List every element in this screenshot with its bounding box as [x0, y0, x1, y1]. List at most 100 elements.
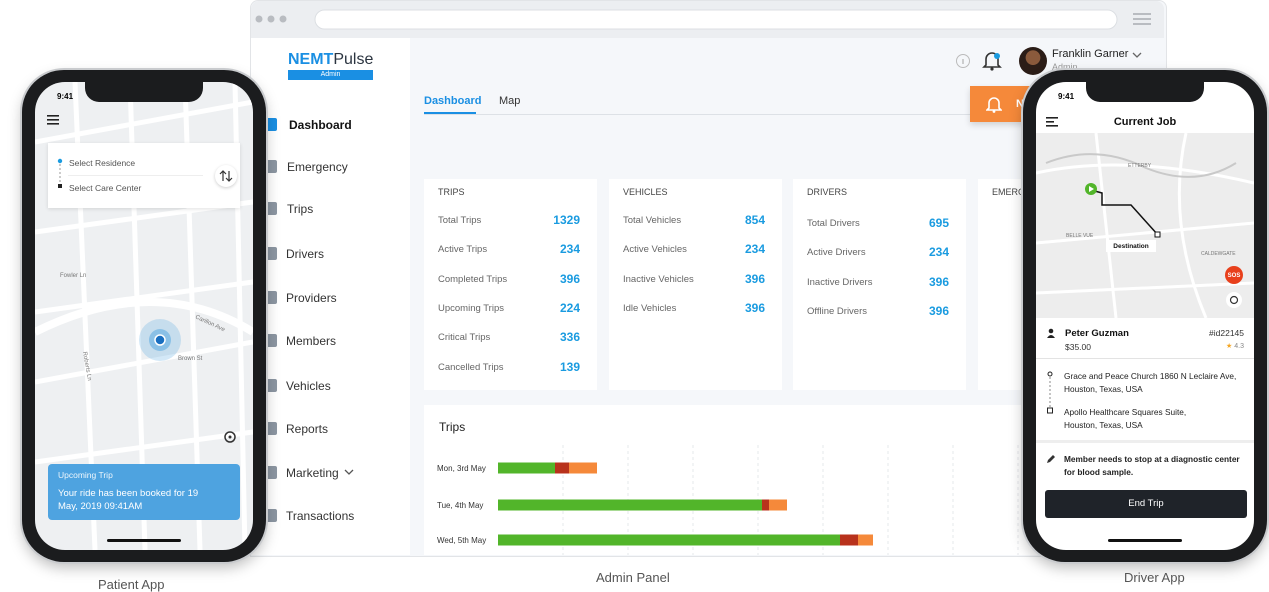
chart-card [424, 405, 1040, 555]
menu-icon [265, 379, 277, 392]
menu-item[interactable]: Reports [286, 422, 329, 436]
fare: $35.00 [1065, 342, 1091, 352]
tab[interactable]: Map [499, 95, 521, 107]
card-title: DRIVERS [807, 187, 848, 197]
destination-label: Destination [1113, 243, 1148, 250]
stat-value: 396 [744, 300, 765, 315]
menu-icon [265, 466, 277, 479]
tab-indicator [424, 112, 476, 114]
menu-icon[interactable] [1046, 116, 1060, 128]
stat-label: Active Vehicles [623, 244, 687, 256]
stat-card: TRIPS Total Trips 1329 Active Trips 234 Compl… [424, 179, 597, 390]
user-name[interactable]: Franklin Garner [1052, 48, 1129, 60]
menu-chevron[interactable] [343, 466, 355, 478]
stat-value: 336 [559, 330, 580, 345]
user-chevron[interactable] [1131, 50, 1143, 60]
route-card: Select Residence Select Care Center [48, 143, 240, 208]
caption: Driver App [1124, 570, 1185, 585]
logo: NEMTPulse [288, 51, 373, 69]
status-time: 9:41 [57, 92, 74, 101]
dropoff-field[interactable]: Select Care Center [69, 183, 142, 193]
bar-segment [769, 499, 787, 511]
menu-item[interactable]: Members [286, 334, 337, 348]
menu-icon [265, 334, 277, 347]
trip-id: #id22145 [1209, 328, 1244, 338]
browser-controls [255, 9, 1151, 30]
notify-button[interactable]: N [970, 86, 1032, 122]
home-indicator [107, 539, 181, 542]
bar-segment [498, 534, 840, 546]
tab[interactable]: Dashboard [424, 95, 482, 107]
route-line [1047, 371, 1053, 414]
menu-icon [265, 291, 277, 304]
stat-value: 695 [928, 216, 949, 230]
home-indicator [1108, 539, 1182, 542]
pickup-address: Grace and Peace Church 1860 N Leclaire A… [1064, 371, 1237, 394]
bar-segment [498, 462, 555, 474]
menu-item[interactable]: Dashboard [289, 118, 352, 132]
rating: ★ 4.3 [1226, 343, 1244, 350]
sidebar [251, 38, 410, 555]
stat-label: Offline Drivers [807, 305, 868, 317]
notify-label[interactable]: N [1016, 98, 1024, 110]
bar-segment [498, 499, 762, 511]
street-label: Brown St [178, 356, 203, 362]
member-name: Peter Guzman [1065, 328, 1129, 339]
header-icons [956, 54, 970, 68]
trip-notice[interactable]: Upcoming Trip Your ride has been booked … [48, 464, 240, 520]
swap-button[interactable] [215, 165, 237, 187]
menu-item[interactable]: Drivers [286, 247, 324, 261]
stat-value: 1329 [553, 213, 580, 227]
menu-icon [265, 422, 277, 435]
menu-icon[interactable] [47, 114, 61, 126]
notice-text: Your ride has been booked for 19 May, 20… [58, 488, 199, 512]
stat-label: Active Drivers [807, 247, 866, 259]
menu-item[interactable]: Trips [287, 202, 314, 216]
stat-label: Active Trips [438, 244, 488, 256]
bell-icon[interactable] [982, 50, 1002, 72]
driver-map: ETTERBY BELLE VUE CALDEWGATE Destination… [1036, 133, 1254, 318]
menu-icon [265, 202, 277, 215]
menu-icon [265, 160, 277, 173]
menu-item[interactable]: Transactions [286, 509, 355, 523]
note-icon [1047, 455, 1055, 463]
stat-value: 396 [744, 271, 765, 286]
stat-value: 234 [928, 245, 949, 260]
bar-segment [555, 462, 569, 474]
driver-screen: 9:41 Current Job ETTERBY BELLE VUE CALDE… [1036, 82, 1254, 550]
field-divider [68, 175, 203, 176]
menu-icon [265, 118, 277, 131]
end-trip-button[interactable]: End Trip [1045, 490, 1247, 518]
stat-value: 234 [559, 242, 580, 257]
user-role: Admin [1052, 62, 1078, 72]
avatar[interactable] [1019, 47, 1047, 75]
menu-item[interactable]: Emergency [287, 160, 348, 174]
menu-item[interactable]: Providers [286, 291, 337, 305]
menu-item[interactable]: Vehicles [286, 379, 331, 393]
menu-item[interactable]: Marketing [286, 466, 339, 480]
stat-label: Inactive Vehicles [623, 273, 694, 285]
bar-segment [762, 499, 769, 511]
stat-value: 854 [744, 213, 765, 227]
logo-rest: Pulse [333, 51, 374, 68]
stat-value: 234 [744, 242, 765, 257]
caption: Patient App [98, 577, 165, 592]
card-title: TRIPS [438, 187, 465, 197]
card-title: EMERG [992, 187, 1026, 197]
pickup-field[interactable]: Select Residence [69, 158, 136, 168]
sos-button[interactable]: SOS [1228, 273, 1241, 279]
stat-value: 224 [559, 300, 580, 315]
trips-chart: Trips Mon, 3rd May Tue, 4th May Wed, 5th M… [437, 420, 1019, 555]
stat-value: 396 [928, 303, 949, 318]
person-icon [1047, 328, 1055, 338]
logo-sub: Admin [288, 70, 373, 80]
stat-label: Total Trips [438, 215, 482, 226]
notice-title: Upcoming Trip [58, 470, 113, 480]
menu-icon [265, 509, 277, 522]
stat-label: Upcoming Trips [438, 302, 504, 314]
category-label: Mon, 3rd May [437, 464, 486, 473]
street-label: Fowler Ln [60, 273, 86, 279]
tab-divider [424, 114, 1030, 115]
caption: Admin Panel [596, 570, 670, 585]
